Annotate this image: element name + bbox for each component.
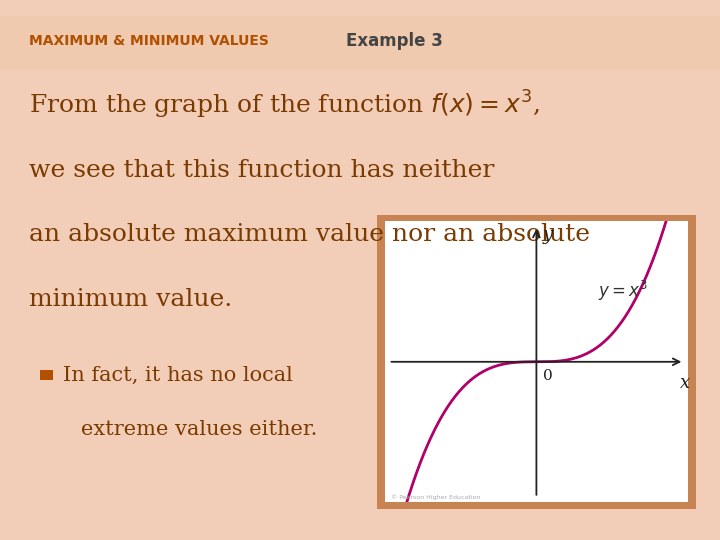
Text: an absolute maximum value nor an absolute: an absolute maximum value nor an absolut…	[29, 224, 590, 246]
Text: © Pearson Higher Education: © Pearson Higher Education	[391, 495, 480, 501]
Text: extreme values either.: extreme values either.	[81, 420, 318, 439]
Text: x: x	[680, 374, 690, 391]
Text: minimum value.: minimum value.	[29, 288, 232, 311]
Text: In fact, it has no local: In fact, it has no local	[63, 366, 293, 385]
Bar	[40, 370, 53, 380]
Text: From the graph of the function $f(x) = x^3$,: From the graph of the function $f(x) = x…	[29, 89, 539, 122]
FancyBboxPatch shape	[377, 215, 696, 509]
Text: Example 3: Example 3	[346, 32, 443, 50]
Text: $y = x^3$: $y = x^3$	[598, 279, 648, 303]
Text: 0: 0	[543, 369, 553, 383]
FancyBboxPatch shape	[0, 16, 720, 70]
Text: y: y	[543, 226, 553, 244]
Text: MAXIMUM & MINIMUM VALUES: MAXIMUM & MINIMUM VALUES	[29, 34, 269, 48]
Text: we see that this function has neither: we see that this function has neither	[29, 159, 494, 181]
FancyBboxPatch shape	[385, 221, 688, 502]
